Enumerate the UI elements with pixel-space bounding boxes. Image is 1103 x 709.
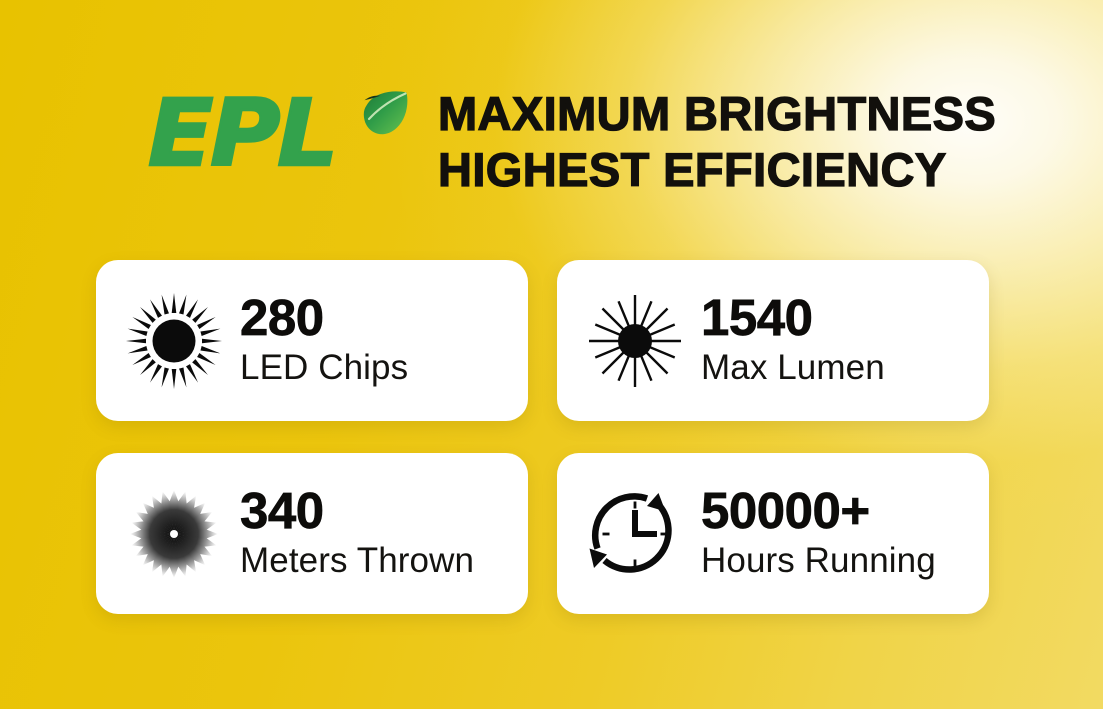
leaf-icon xyxy=(363,91,408,135)
stat-card-max-lumen: 1540 Max Lumen xyxy=(557,260,989,421)
stat-card-meters-thrown: 340 Meters Thrown xyxy=(96,453,528,614)
stat-value: 280 xyxy=(240,289,325,346)
stat-card-text: 50000+ Hours Running xyxy=(701,484,936,583)
stat-label: Meters Thrown xyxy=(240,541,475,580)
headline-line-1: MAXIMUM BRIGHTNESS xyxy=(437,86,997,140)
banner-header: EPL MAXIMUM BRIGHTNESS HIGHEST EFFICIENC… xyxy=(147,80,997,198)
stat-label: Max Lumen xyxy=(701,348,885,387)
stat-card-text: 1540 Max Lumen xyxy=(701,291,885,390)
stat-label: LED Chips xyxy=(240,348,409,387)
stat-card-text: 280 LED Chips xyxy=(240,291,408,390)
headline-line-2: HIGHEST EFFICIENCY xyxy=(437,142,947,196)
stat-card-text: 340 Meters Thrown xyxy=(240,484,474,583)
sun-rays-icon xyxy=(122,289,226,393)
brand-logo-text: EPL xyxy=(147,80,340,187)
stat-value: 50000+ xyxy=(701,482,871,539)
stat-value: 1540 xyxy=(701,289,814,346)
stat-card-led-chips: 280 LED Chips xyxy=(96,260,528,421)
brand-logo: EPL xyxy=(147,80,416,194)
stats-card-grid: 280 LED Chips xyxy=(96,260,989,614)
stat-card-hours-running: 50000+ Hours Running xyxy=(557,453,989,614)
light-beam-burst-icon xyxy=(122,482,226,586)
stat-value: 340 xyxy=(240,482,325,539)
starburst-icon xyxy=(583,289,687,393)
clock-history-icon xyxy=(583,482,687,586)
stat-label: Hours Running xyxy=(701,541,936,580)
headline: MAXIMUM BRIGHTNESS HIGHEST EFFICIENCY xyxy=(437,82,997,198)
